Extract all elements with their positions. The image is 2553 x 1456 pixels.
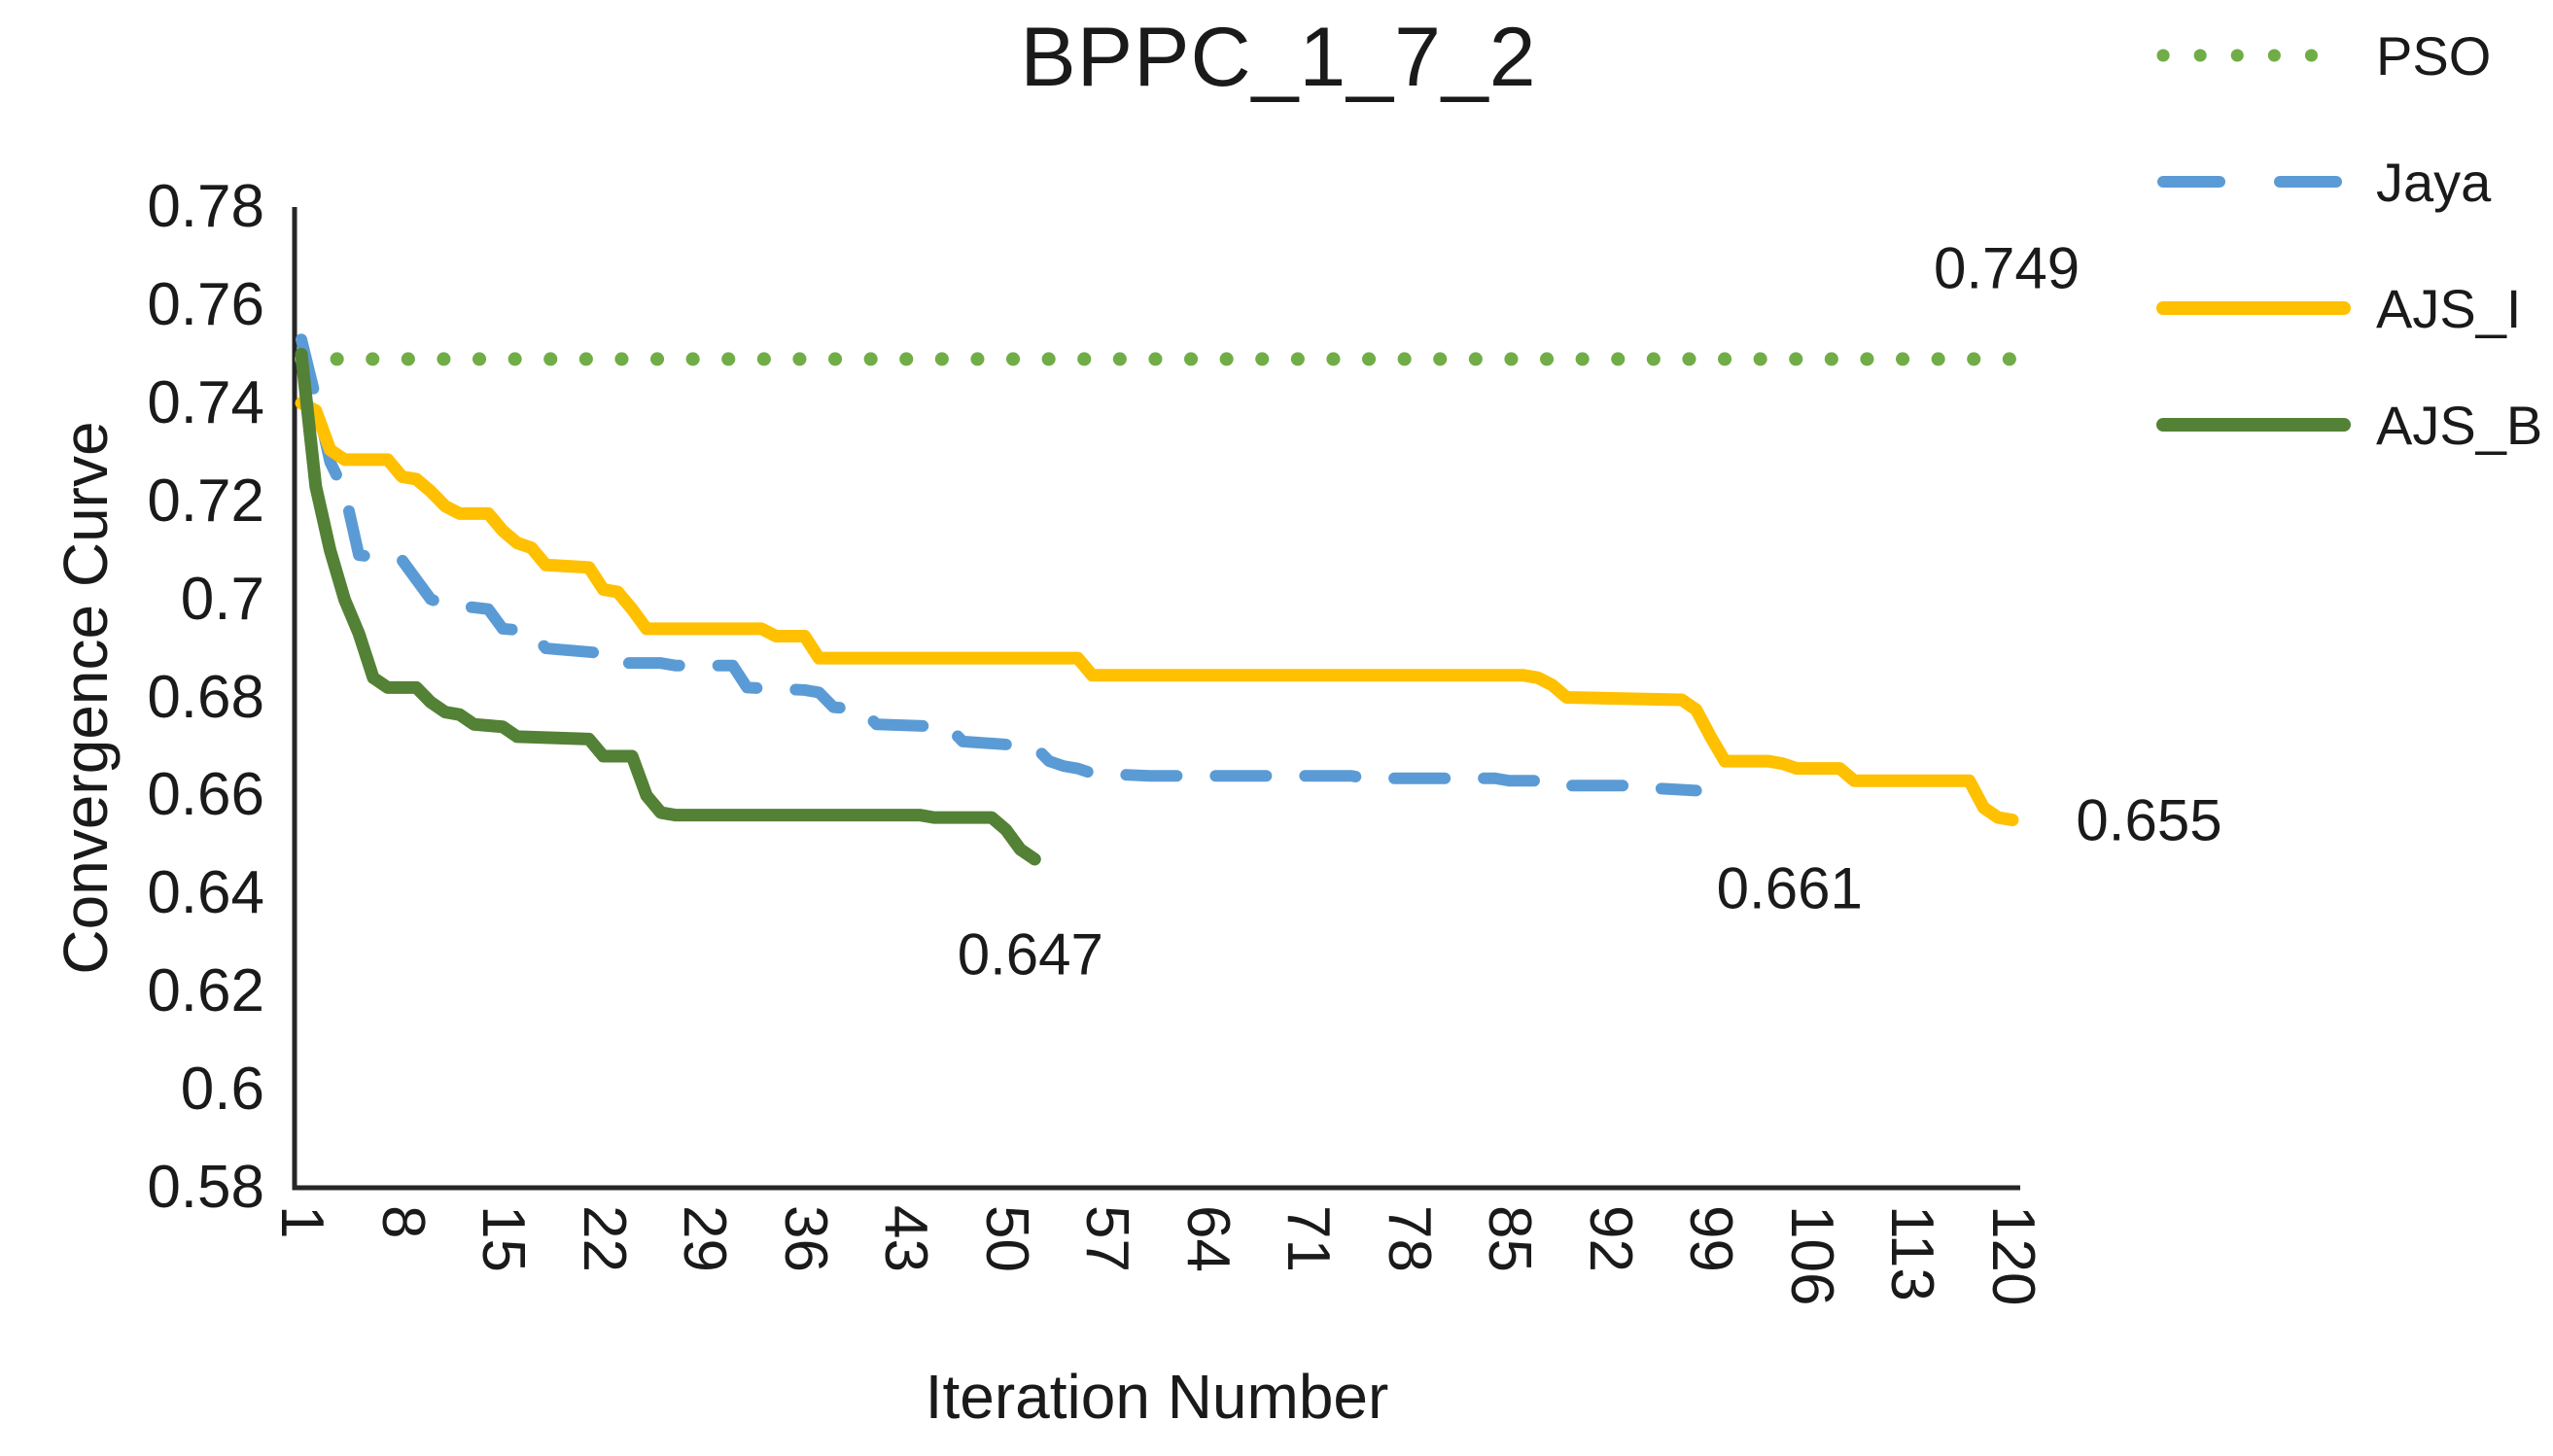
legend-label: PSO xyxy=(2376,24,2492,87)
y-tick-label: 0.64 xyxy=(147,859,264,927)
annotation-ajs-i-value: 0.655 xyxy=(2076,787,2222,853)
series-line-ajs_b xyxy=(295,347,1041,866)
legend-swatch-jaya-dashed-line xyxy=(2156,171,2351,192)
y-tick-label: 0.76 xyxy=(147,270,264,338)
x-tick-label: 8 xyxy=(368,1205,437,1239)
chart-title: BPPC_1_7_2 xyxy=(1020,11,1537,104)
y-tick-label: 0.72 xyxy=(147,467,264,535)
x-tick-label: 85 xyxy=(1476,1205,1544,1272)
legend-label: AJS_B xyxy=(2376,394,2543,456)
x-tick-label: 57 xyxy=(1073,1205,1141,1272)
x-tick-label: 99 xyxy=(1677,1205,1745,1272)
y-tick-label: 0.74 xyxy=(147,368,264,436)
series-line-jaya xyxy=(296,333,1702,797)
legend-swatch-ajs-i-solid-line xyxy=(2156,297,2351,319)
legend-swatch-ajs-b-solid-line xyxy=(2156,414,2351,435)
y-tick-label: 0.6 xyxy=(180,1056,264,1124)
x-tick-label: 50 xyxy=(972,1205,1040,1272)
y-tick-label: 0.62 xyxy=(147,957,264,1025)
y-tick-label: 0.66 xyxy=(147,761,264,829)
x-tick-label: 92 xyxy=(1576,1205,1644,1272)
series-line-ajs_i xyxy=(295,397,2019,827)
x-tick-label: 36 xyxy=(771,1205,839,1272)
x-tick-label: 71 xyxy=(1275,1205,1343,1272)
y-tick-label: 0.7 xyxy=(180,565,264,633)
x-tick-label: 29 xyxy=(671,1205,739,1272)
legend-item-pso: PSO xyxy=(2156,24,2492,87)
legend-item-ajs-b: AJS_B xyxy=(2156,394,2543,456)
y-tick-label: 0.78 xyxy=(147,173,264,240)
legend-swatch-pso-dotted-line xyxy=(2156,45,2351,66)
x-tick-label: 43 xyxy=(872,1205,940,1272)
x-tick-label: 106 xyxy=(1777,1205,1845,1306)
x-tick-label: 113 xyxy=(1878,1205,1946,1301)
x-tick-label: 64 xyxy=(1173,1205,1242,1272)
axes-lines xyxy=(292,207,2020,1191)
x-tick-label: 22 xyxy=(570,1205,638,1272)
x-tick-label: 78 xyxy=(1375,1205,1443,1272)
x-axis-title: Iteration Number xyxy=(925,1362,1389,1432)
annotation-ajs-b-value: 0.647 xyxy=(957,921,1103,988)
legend-item-ajs-i: AJS_I xyxy=(2156,277,2522,339)
annotation-pso-value: 0.749 xyxy=(1934,235,2081,301)
y-tick-label: 0.68 xyxy=(147,663,264,731)
legend-label: AJS_I xyxy=(2376,277,2522,339)
x-tick-label: 1 xyxy=(268,1205,335,1239)
x-tick-label: 120 xyxy=(1979,1205,2046,1306)
legend-label: Jaya xyxy=(2376,151,2492,213)
x-tick-label: 15 xyxy=(470,1205,538,1272)
y-tick-label: 0.58 xyxy=(147,1154,264,1221)
y-axis-title: Convergence Curve xyxy=(51,421,121,975)
annotation-jaya-value: 0.661 xyxy=(1716,855,1863,921)
legend-item-jaya: Jaya xyxy=(2156,151,2492,213)
